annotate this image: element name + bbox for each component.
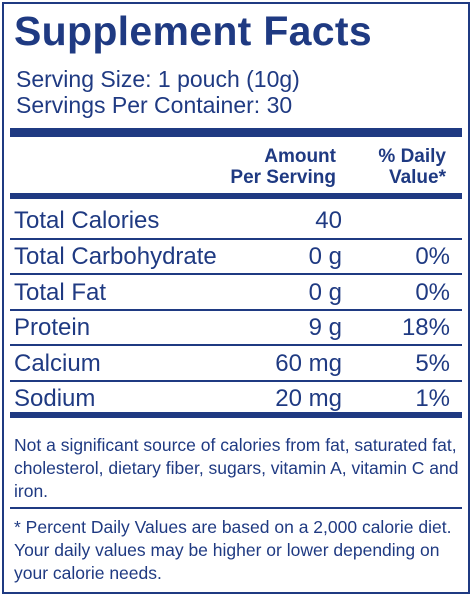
nutrient-row-total-fat: Total Fat 0 g 0% <box>14 273 462 307</box>
nutrient-daily-value: 0% <box>415 279 450 306</box>
nutrient-daily-value: 5% <box>415 350 450 377</box>
nutrient-amount: 0 g <box>308 243 342 270</box>
row-divider <box>10 344 462 346</box>
serving-info: Serving Size: 1 pouch (10g) Servings Per… <box>16 66 300 118</box>
amount-header-line2: Per Serving <box>230 167 336 188</box>
nutrient-amount: 60 mg <box>275 350 342 377</box>
nutrient-name: Sodium <box>14 385 96 412</box>
row-divider <box>10 273 462 275</box>
serving-size: Serving Size: 1 pouch (10g) <box>16 66 300 92</box>
thick-divider <box>10 412 462 418</box>
significance-footnote: Not a significant source of calories fro… <box>14 435 459 501</box>
nutrient-daily-value: 18% <box>401 314 450 341</box>
thick-divider <box>10 128 462 137</box>
nutrient-daily-value: 0% <box>415 243 450 270</box>
nutrient-amount: 20 mg <box>275 385 342 412</box>
nutrient-row-sodium: Sodium 20 mg 1% <box>14 379 462 413</box>
amount-per-serving-header: Amount Per Serving <box>230 146 336 188</box>
nutrient-row-protein: Protein 9 g 18% <box>14 308 462 342</box>
daily-value-footnote: * Percent Daily Values are based on a 2,… <box>14 517 452 583</box>
nutrient-row-total-carbohydrate: Total Carbohydrate 0 g 0% <box>14 237 462 271</box>
dv-header-line1: % Daily <box>378 146 446 167</box>
nutrient-amount: 9 g <box>308 314 342 341</box>
nutrient-daily-value: 1% <box>415 385 450 412</box>
amount-header-line1: Amount <box>264 146 336 167</box>
nutrient-name: Calcium <box>14 350 101 377</box>
dv-header-line2: Value* <box>388 167 446 188</box>
row-divider <box>10 380 462 382</box>
panel-title: Supplement Facts <box>14 8 372 54</box>
nutrient-amount: 0 g <box>308 279 342 306</box>
nutrient-name: Total Fat <box>14 279 107 306</box>
nutrient-name: Protein <box>14 314 91 341</box>
row-divider <box>10 238 462 240</box>
nutrient-name: Total Calories <box>14 207 160 234</box>
supplement-facts-panel: Supplement Facts Serving Size: 1 pouch (… <box>2 2 470 594</box>
nutrient-row-total-calories: Total Calories 40 <box>14 201 462 235</box>
servings-per-container: Servings Per Container: 30 <box>16 92 293 118</box>
daily-value-header: % Daily Value* <box>378 146 446 188</box>
nutrient-name: Total Carbohydrate <box>14 243 217 270</box>
row-divider <box>10 309 462 311</box>
footnote-divider <box>10 507 462 509</box>
nutrient-amount: 40 <box>315 207 342 234</box>
thick-divider <box>10 193 462 199</box>
nutrient-row-calcium: Calcium 60 mg 5% <box>14 344 462 378</box>
